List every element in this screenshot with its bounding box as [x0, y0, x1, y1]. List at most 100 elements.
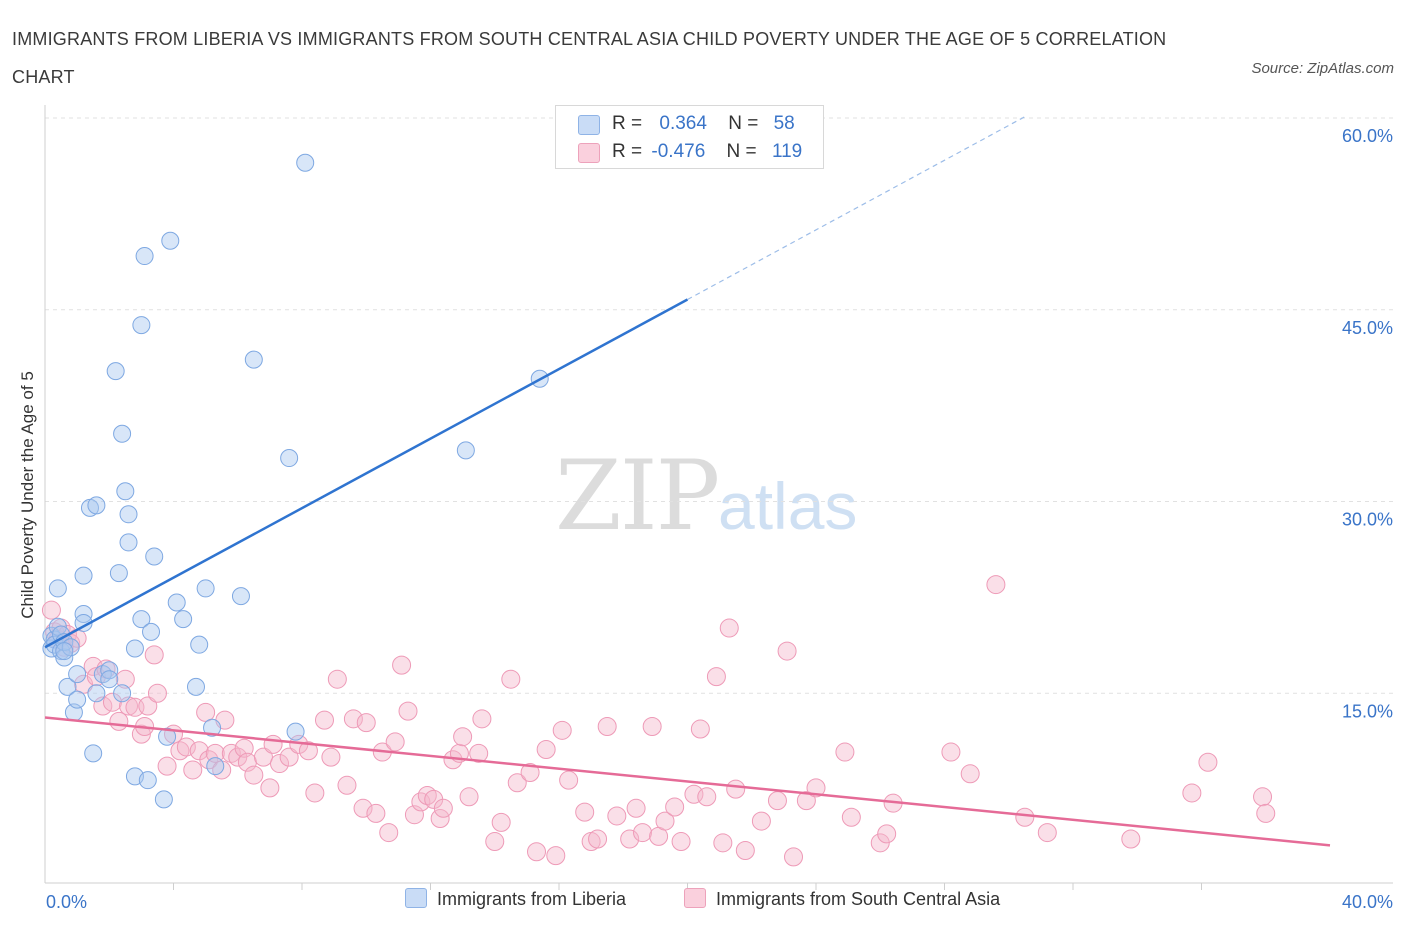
bottom-legend-swatch-liberia: [405, 888, 427, 908]
data-point-south-central-asia: [655, 811, 675, 831]
data-point-south-central-asia: [379, 823, 399, 843]
y-tick-label: 15.0%: [1342, 701, 1393, 721]
trendline-liberia: [44, 298, 689, 649]
trendline-liberia-extension: [687, 116, 1026, 301]
bottom-legend-label-south-central-asia: Immigrants from South Central Asia: [716, 889, 1001, 909]
data-point-south-central-asia: [366, 803, 386, 823]
data-point-liberia: [68, 690, 87, 709]
data-point-south-central-asia: [960, 764, 980, 784]
data-point-south-central-asia: [343, 709, 363, 729]
data-point-south-central-asia: [607, 806, 627, 826]
data-point-south-central-asia: [196, 702, 216, 722]
data-point-south-central-asia: [690, 719, 710, 739]
legend-n-label: N =: [726, 141, 757, 162]
data-point-south-central-asia: [138, 696, 158, 716]
y-tick-label: 60.0%: [1342, 126, 1393, 146]
data-point-liberia: [87, 496, 106, 515]
data-point-liberia: [119, 533, 138, 552]
legend-n-value: 58: [773, 113, 795, 134]
data-point-south-central-asia: [575, 802, 595, 822]
data-point-liberia: [142, 622, 161, 641]
data-point-south-central-asia: [1037, 823, 1057, 843]
data-point-south-central-asia: [719, 618, 739, 638]
data-point-south-central-asia: [1256, 803, 1276, 823]
data-point-liberia: [119, 505, 138, 524]
data-point-south-central-asia: [321, 747, 341, 767]
legend-swatch-liberia: [578, 115, 600, 135]
data-point-south-central-asia: [404, 805, 424, 825]
data-point-south-central-asia: [491, 812, 511, 832]
data-point-liberia: [113, 424, 132, 443]
legend-r-label: R =: [612, 113, 643, 134]
data-point-south-central-asia: [559, 770, 579, 790]
data-point-south-central-asia: [588, 829, 608, 849]
y-axis-label: Child Poverty Under the Age of 5: [18, 371, 37, 619]
data-point-south-central-asia: [392, 655, 412, 675]
data-point-south-central-asia: [353, 798, 373, 818]
data-point-south-central-asia: [877, 824, 897, 844]
data-point-south-central-asia: [1198, 752, 1218, 772]
data-point-south-central-asia: [327, 669, 347, 689]
data-point-south-central-asia: [1253, 787, 1273, 807]
data-point-liberia: [244, 350, 263, 369]
data-point-south-central-asia: [131, 724, 151, 744]
data-point-south-central-asia: [356, 713, 376, 733]
data-point-liberia: [84, 744, 103, 763]
data-point-liberia: [203, 718, 222, 737]
trend-lines: [44, 116, 1331, 847]
data-point-south-central-asia: [472, 709, 492, 729]
data-point-south-central-asia: [1015, 807, 1035, 827]
trendline-south-central-asia: [44, 716, 1331, 847]
data-point-south-central-asia: [109, 711, 129, 731]
data-point-south-central-asia: [41, 600, 61, 620]
data-point-south-central-asia: [520, 763, 540, 783]
data-point-south-central-asia: [777, 641, 797, 661]
data-point-south-central-asia: [270, 754, 290, 774]
x-tick-label: 0.0%: [46, 892, 87, 912]
bottom-legend-label-liberia: Immigrants from Liberia: [437, 889, 627, 909]
data-point-south-central-asia: [147, 683, 167, 703]
y-tick-label: 45.0%: [1342, 318, 1393, 338]
data-point-south-central-asia: [796, 791, 816, 811]
watermark-atlas: atlas: [718, 469, 858, 543]
data-point-liberia: [158, 727, 177, 746]
data-point-liberia: [113, 684, 132, 703]
legend-n-value: 119: [771, 141, 803, 162]
data-point-south-central-asia: [459, 787, 479, 807]
data-point-south-central-asia: [157, 756, 177, 776]
data-point-liberia: [106, 362, 125, 381]
data-point-south-central-asia: [305, 783, 325, 803]
gridlines: [45, 117, 1393, 694]
data-point-liberia: [68, 665, 87, 684]
data-point-liberia: [206, 757, 225, 776]
data-point-south-central-asia: [298, 741, 318, 761]
data-point-liberia: [74, 566, 93, 585]
data-point-south-central-asia: [527, 842, 547, 862]
series-liberia-points: [42, 153, 549, 809]
data-point-liberia: [48, 579, 67, 598]
data-point-liberia: [286, 722, 305, 741]
data-point-south-central-asia: [183, 760, 203, 780]
data-point-south-central-asia: [115, 669, 135, 689]
data-point-south-central-asia: [234, 738, 254, 758]
chart-title: IMMIGRANTS FROM LIBERIA VS IMMIGRANTS FR…: [12, 29, 1167, 87]
data-point-south-central-asia: [253, 747, 273, 767]
data-point-south-central-asia: [941, 742, 961, 762]
legend-n-label: N =: [728, 113, 759, 134]
data-point-liberia: [87, 684, 106, 703]
data-point-liberia: [174, 610, 193, 629]
data-point-south-central-asia: [485, 832, 505, 852]
bottom-legend-liberia: Immigrants from Liberia: [405, 888, 626, 910]
bottom-legend-swatch-south-central-asia: [684, 888, 706, 908]
data-point-liberia: [109, 564, 128, 583]
data-point-liberia: [55, 642, 74, 661]
data-point-south-central-asia: [1182, 783, 1202, 803]
data-point-liberia: [456, 441, 475, 460]
data-point-liberia: [167, 593, 186, 612]
data-point-liberia: [280, 449, 299, 468]
data-point-liberia: [100, 670, 119, 689]
source-label: Source: ZipAtlas.com: [1251, 60, 1394, 77]
data-point-south-central-asia: [633, 823, 653, 843]
data-point-south-central-asia: [244, 765, 264, 785]
data-point-south-central-asia: [835, 742, 855, 762]
